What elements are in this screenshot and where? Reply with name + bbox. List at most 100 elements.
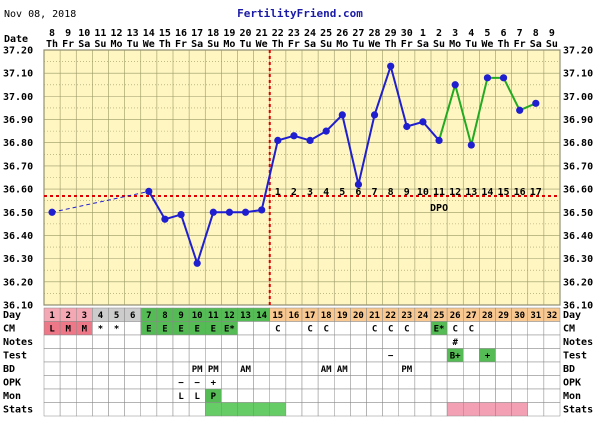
cell-test (205, 348, 222, 363)
cell-value-cm: E* (434, 325, 445, 335)
cell-cm (237, 321, 254, 336)
weekday: We (143, 39, 155, 50)
cell-notes (334, 334, 351, 349)
cell-value-day: 12 (224, 311, 235, 321)
cell-notes (76, 334, 93, 349)
cell-mon (76, 388, 93, 403)
cell-value-cm: C (469, 325, 474, 335)
cell-notes (398, 334, 416, 349)
dpo-number: 17 (530, 187, 542, 198)
weekday: Su (546, 39, 558, 50)
cell-value-day: 9 (178, 311, 183, 321)
cell-stats (156, 402, 174, 417)
cell-test (463, 348, 480, 363)
row-label-day-right: Day (563, 310, 581, 321)
cell-test (269, 348, 287, 363)
cell-opk (301, 375, 319, 390)
cell-mon (237, 388, 254, 403)
y-tick-label: 37.10 (563, 69, 593, 80)
cell-test (124, 348, 141, 363)
date-row: 8Th9Fr10Sa11Su12Mo13Tu14We15Th16Fr17Sa18… (46, 28, 558, 50)
date-number: 11 (94, 28, 106, 39)
weekday: Fr (288, 39, 300, 50)
cell-test (495, 348, 512, 363)
row-label-test: Test (3, 351, 27, 362)
cell-notes (479, 334, 496, 349)
date-number: 30 (401, 28, 413, 39)
cell-notes (253, 334, 270, 349)
cell-notes (414, 334, 432, 349)
cell-stats (463, 402, 480, 417)
temp-point (306, 136, 314, 145)
date-number: 25 (320, 28, 332, 39)
cell-cm (334, 321, 351, 336)
cell-notes (205, 334, 222, 349)
weekday: Mo (449, 39, 461, 50)
cell-opk (511, 375, 528, 390)
cell-value-day: 18 (321, 311, 332, 321)
cell-value-cm: C (323, 325, 328, 335)
cell-mon (366, 388, 383, 403)
dpo-number: 12 (449, 187, 461, 198)
cell-stats (59, 402, 77, 417)
cell-bd (511, 361, 528, 376)
cell-value-cm: M (82, 325, 88, 335)
cell-value-bd: AM (337, 365, 348, 375)
cell-value-test: B+ (450, 352, 461, 362)
cell-opk (366, 375, 383, 390)
date-number: 8 (533, 28, 539, 39)
cell-test (285, 348, 303, 363)
dpo-number: 15 (498, 187, 510, 198)
cell-stats (317, 402, 335, 417)
cell-mon (221, 388, 238, 403)
cell-value-cm: E (178, 325, 183, 335)
temp-point (403, 122, 411, 131)
cell-bd (430, 361, 448, 376)
cell-value-day: 5 (114, 311, 119, 321)
cell-bd (43, 361, 61, 376)
cell-test (76, 348, 93, 363)
cell-test (366, 348, 383, 363)
cell-value-mon: L (178, 392, 184, 402)
cell-cm (527, 321, 545, 336)
temp-point (177, 210, 185, 219)
cell-opk (124, 375, 141, 390)
weekday: Fr (514, 39, 526, 50)
cell-value-bd: AM (321, 365, 332, 375)
y-tick-label: 36.70 (563, 161, 593, 172)
cell-opk (59, 375, 77, 390)
temp-point (258, 206, 266, 214)
cell-stats (366, 402, 383, 417)
row-label-day: Day (3, 310, 21, 321)
date-number: 9 (549, 28, 555, 39)
dpo-number: 1 (275, 187, 281, 198)
cell-stats (382, 402, 399, 417)
cell-notes (43, 334, 61, 349)
cell-notes (527, 334, 545, 349)
cell-bd (463, 361, 480, 376)
y-tick-label: 36.50 (563, 208, 593, 219)
temp-point (499, 74, 508, 82)
cell-value-day: 28 (482, 311, 493, 321)
cell-value-opk: − (194, 379, 200, 389)
cell-opk (269, 375, 287, 390)
cell-value-mon: L (194, 392, 200, 402)
cell-stats (140, 402, 158, 417)
cell-value-day: 30 (514, 311, 525, 321)
cell-notes (495, 334, 512, 349)
temp-point (419, 118, 427, 126)
temperature-series (48, 62, 540, 267)
cell-value-day: 31 (530, 311, 541, 321)
row-label-opk: OPK (3, 378, 21, 389)
y-tick-label: 36.50 (3, 208, 33, 219)
cell-notes (140, 334, 158, 349)
cell-mon (108, 388, 125, 403)
cell-stats (543, 402, 561, 417)
weekday: Sa (304, 39, 316, 50)
cell-value-day: 7 (146, 311, 151, 321)
cell-opk (350, 375, 367, 390)
temp-point (516, 106, 524, 114)
cell-opk (237, 375, 254, 390)
y-tick-label: 36.90 (563, 115, 593, 126)
y-tick-label: 36.90 (3, 115, 33, 126)
